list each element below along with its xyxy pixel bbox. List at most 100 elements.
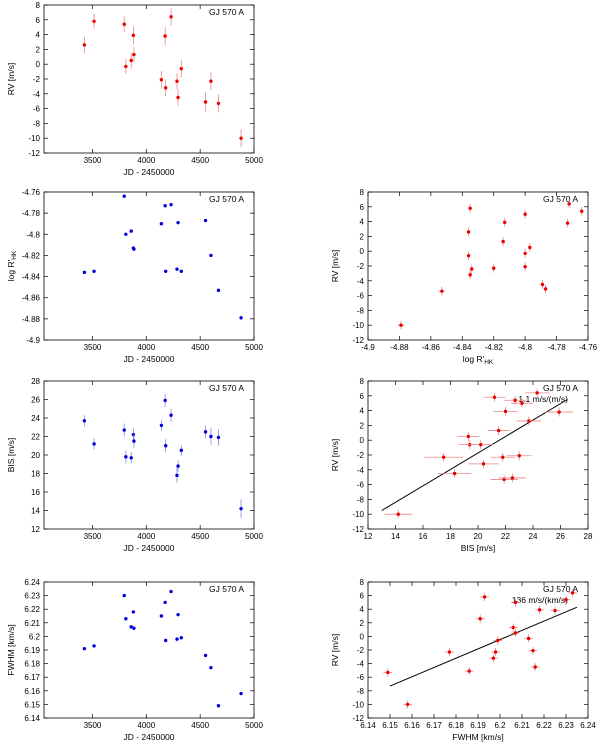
data-point <box>492 266 496 270</box>
y-tick-label: 6.21 <box>24 619 40 628</box>
y-axis-label: RV [m/s] <box>330 439 340 471</box>
y-tick-label: 20 <box>31 451 40 460</box>
y-tick-label: 4 <box>360 218 365 227</box>
data-point <box>179 66 184 71</box>
data-point <box>132 439 136 443</box>
data-point <box>163 204 167 208</box>
data-point <box>510 476 515 480</box>
data-point <box>44 232 45 236</box>
data-point <box>496 428 501 433</box>
x-axis-label: JD - 2450000 <box>123 732 174 742</box>
y-tick-label: -10 <box>352 321 364 330</box>
y-tick-label: -4.86 <box>22 294 41 303</box>
y-tick-label: -6 <box>357 481 365 490</box>
x-tick-label: -4.78 <box>547 343 566 352</box>
chart-title: GJ 570 A <box>209 383 244 393</box>
data-point <box>452 471 457 476</box>
data-point <box>92 442 96 446</box>
y-tick-label: 8 <box>360 578 365 587</box>
panel-rv_bis: 12 14 16 18 20 22 24 26 28-12-10-8-6-4-202468BIS… <box>330 377 593 553</box>
x-axis-label: FWHM [km/s] <box>452 732 503 742</box>
y-tick-label: -4.84 <box>22 273 41 282</box>
data-point <box>129 625 133 629</box>
y-tick-label: -8 <box>357 687 365 696</box>
data-point <box>520 401 524 405</box>
data-point <box>176 612 180 617</box>
data-point <box>159 78 164 82</box>
data-point <box>466 230 471 234</box>
y-tick-label: -10 <box>28 134 40 143</box>
x-tick-label: 6.23 <box>558 721 574 730</box>
x-tick-label: 4500 <box>191 156 209 165</box>
x-tick-label: -4.76 <box>579 343 598 352</box>
x-tick-label: 4500 <box>191 721 209 730</box>
x-tick-label: 3500 <box>84 343 102 352</box>
y-tick-label: 8 <box>360 188 365 197</box>
data-point <box>239 506 243 511</box>
x-tick-label: 5000 <box>245 343 263 352</box>
chart-title: GJ 570 A <box>209 194 244 204</box>
plot-area <box>397 199 584 330</box>
data-point <box>493 650 498 654</box>
data-point <box>169 413 173 417</box>
data-point <box>440 289 444 293</box>
data-point <box>179 448 184 453</box>
chart-title: GJ 570 A <box>543 194 578 204</box>
data-point <box>216 288 221 293</box>
data-point <box>468 273 472 277</box>
y-tick-label: 2 <box>36 45 41 54</box>
data-point <box>132 52 136 57</box>
data-point <box>466 434 471 439</box>
y-tick-label: 6.16 <box>24 687 40 696</box>
data-point <box>122 194 126 198</box>
data-point <box>239 316 243 320</box>
data-point <box>441 455 446 459</box>
x-tick-label: 26 <box>556 532 565 541</box>
y-tick-label: -12 <box>28 149 40 158</box>
data-point <box>527 419 531 423</box>
data-point <box>163 86 168 90</box>
data-point <box>176 464 180 468</box>
data-point <box>159 423 164 428</box>
x-tick-label: 4000 <box>137 343 155 352</box>
data-point <box>82 646 87 651</box>
x-axis-label: BIS [m/s] <box>461 543 495 553</box>
data-point <box>513 600 518 605</box>
y-tick-label: 0 <box>36 60 41 69</box>
y-tick-label: -12 <box>352 336 364 345</box>
y-tick-label: 6.15 <box>24 700 40 709</box>
data-point <box>44 425 45 429</box>
x-tick-label: 5000 <box>245 721 263 730</box>
data-point <box>82 43 87 47</box>
y-tick-label: -4 <box>357 466 365 475</box>
data-point <box>543 287 548 291</box>
data-point <box>386 670 390 675</box>
x-axis-label: JD - 2450000 <box>123 167 174 177</box>
data-point <box>124 64 128 69</box>
y-axis-label: RV [m/s] <box>6 63 16 95</box>
x-tick-label: 4000 <box>137 721 155 730</box>
data-point <box>478 617 482 621</box>
x-tick-label: 12 <box>364 532 373 541</box>
x-axis-label: log R'HK <box>463 354 494 366</box>
data-point <box>216 704 221 708</box>
data-point <box>131 432 136 437</box>
data-point <box>209 253 213 258</box>
y-tick-label: -6 <box>357 673 365 682</box>
data-point <box>523 251 527 256</box>
y-tick-label: 6 <box>360 203 365 212</box>
data-point <box>163 34 167 38</box>
data-point <box>526 636 531 641</box>
plot-area <box>44 393 243 518</box>
y-axis-label: RV [m/s] <box>330 250 340 282</box>
x-tick-label: 3500 <box>84 721 102 730</box>
data-point <box>203 430 208 434</box>
data-point <box>209 665 213 670</box>
data-point <box>92 19 96 23</box>
data-point <box>122 428 126 432</box>
fit-line <box>381 399 568 511</box>
data-point <box>163 269 168 273</box>
x-tick-label: 3500 <box>84 532 102 541</box>
data-point <box>564 597 568 602</box>
data-point <box>169 15 173 19</box>
